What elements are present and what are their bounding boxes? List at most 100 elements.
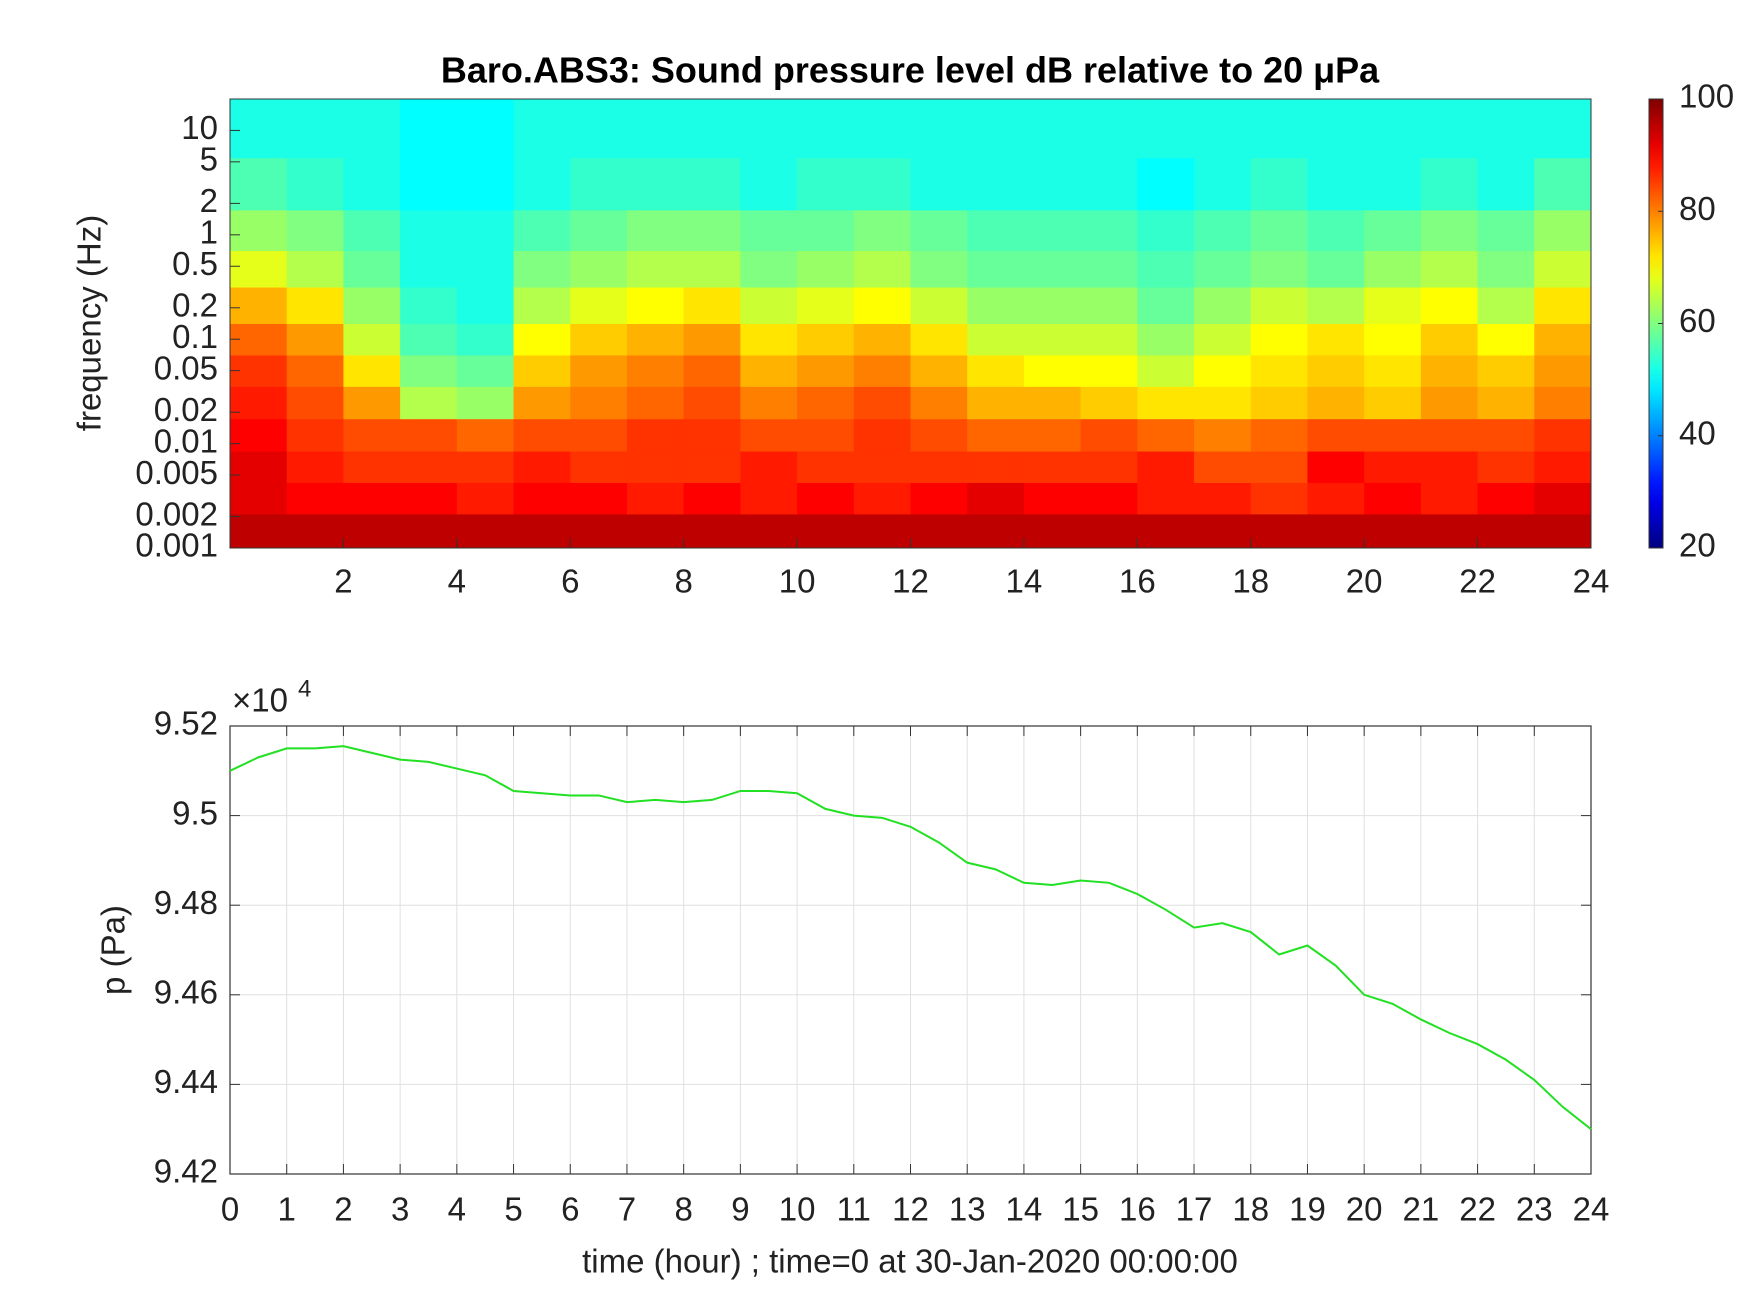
heatmap-cell <box>230 99 288 159</box>
heatmap-cell <box>343 287 401 324</box>
plot-frame <box>229 725 1592 1175</box>
heatmap-cell <box>853 287 911 324</box>
heatmap-cell <box>967 209 1025 252</box>
heatmap-cell <box>1137 354 1195 387</box>
heatmap-cell <box>343 354 401 387</box>
heatmap-cell <box>1137 99 1195 159</box>
heatmap-cell <box>910 287 968 324</box>
heatmap-cell <box>626 323 685 356</box>
heatmap-cell <box>626 99 685 159</box>
heatmap-cell <box>286 287 344 324</box>
heatmap-cell <box>797 209 855 252</box>
heatmap-cell <box>400 482 458 515</box>
heatmap-cell <box>1534 99 1592 159</box>
heatmap-cell <box>740 354 798 387</box>
heatmap-cell <box>570 209 628 252</box>
heatmap-cell <box>853 451 911 483</box>
heatmap-cell <box>1534 323 1592 356</box>
heatmap-cell <box>797 323 855 356</box>
x-tick-label: 6 <box>561 563 579 600</box>
heatmap-cell <box>626 482 685 515</box>
heatmap-cell <box>1080 99 1138 159</box>
y-tick-label: 0.002 <box>135 495 218 532</box>
heatmap-cell <box>967 513 1025 549</box>
heatmap-cell <box>1307 287 1365 324</box>
y-tick-label: 0.005 <box>135 454 218 491</box>
heatmap-cell <box>740 451 798 483</box>
heatmap-cell <box>1023 386 1082 420</box>
heatmap-cell <box>683 418 741 452</box>
heatmap-cell <box>853 513 911 549</box>
heatmap-cell <box>343 482 401 515</box>
heatmap-cell <box>400 287 458 324</box>
x-tick-label: 24 <box>1573 563 1610 600</box>
heatmap-cell <box>1477 482 1535 515</box>
x-tick-label: 12 <box>892 1191 929 1228</box>
heatmap-cell <box>1137 513 1195 549</box>
y-tick-label: 2 <box>200 182 218 219</box>
heatmap-cell <box>967 250 1025 288</box>
heatmap-cell <box>1023 418 1082 452</box>
heatmap-cell <box>570 354 628 387</box>
heatmap-cell <box>740 157 798 211</box>
heatmap-cell <box>1137 209 1195 252</box>
heatmap-cell <box>967 354 1025 387</box>
heatmap-cell <box>626 451 685 483</box>
heatmap-cell <box>1364 513 1422 549</box>
heatmap-cell <box>230 250 288 288</box>
heatmap-cell <box>456 323 515 356</box>
heatmap-cell <box>1080 386 1138 420</box>
heatmap-cell <box>740 386 798 420</box>
y-tick-label: 10 <box>181 109 218 146</box>
heatmap-cell <box>1534 287 1592 324</box>
heatmap-cell <box>570 99 628 159</box>
x-tick-label: 14 <box>1006 563 1043 600</box>
x-tick-label: 18 <box>1232 1191 1269 1228</box>
heatmap-cell <box>1534 386 1592 420</box>
heatmap-cell <box>1194 99 1252 159</box>
heatmap-cell <box>1023 513 1082 549</box>
heatmap-cell <box>456 287 515 324</box>
heatmap-cell <box>1534 418 1592 452</box>
heatmap-cell <box>1307 482 1365 515</box>
heatmap-cell <box>456 451 515 483</box>
heatmap-cell <box>456 386 515 420</box>
heatmap-cell <box>570 157 628 211</box>
y-tick-label: 0.05 <box>154 349 218 386</box>
heatmap-cell <box>230 513 288 549</box>
heatmap-cell <box>797 354 855 387</box>
heatmap-cell <box>343 323 401 356</box>
x-tick-label: 16 <box>1119 1191 1156 1228</box>
heatmap-cell <box>456 513 515 549</box>
heatmap-cell <box>230 287 288 324</box>
x-axis-label: time (hour) ; time=0 at 30-Jan-2020 00:0… <box>582 1243 1238 1280</box>
heatmap-cell <box>1477 418 1535 452</box>
heatmap-cell <box>1477 250 1535 288</box>
heatmap-cell <box>1364 250 1422 288</box>
heatmap-cell <box>1307 386 1365 420</box>
x-tick-label: 3 <box>391 1191 409 1228</box>
heatmap-cell <box>1250 250 1308 288</box>
heatmap-cell <box>1364 99 1422 159</box>
heatmap-cell <box>230 157 288 211</box>
heatmap-cell <box>740 209 798 252</box>
heatmap-cell <box>910 99 968 159</box>
heatmap-cell <box>626 250 685 288</box>
heatmap-cell <box>1250 287 1308 324</box>
heatmap-cell <box>400 513 458 549</box>
heatmap-cell <box>343 157 401 211</box>
heatmap-cell <box>626 157 685 211</box>
heatmap-cell <box>570 323 628 356</box>
heatmap-cell <box>230 386 288 420</box>
heatmap-cell <box>1137 157 1195 211</box>
heatmap-cell <box>343 451 401 483</box>
heatmap-cell <box>740 99 798 159</box>
heatmap-cell <box>343 250 401 288</box>
x-tick-label: 20 <box>1346 1191 1383 1228</box>
heatmap-cell <box>1477 354 1535 387</box>
heatmap-cell <box>967 287 1025 324</box>
x-tick-label: 24 <box>1573 1191 1610 1228</box>
heatmap-cell <box>797 418 855 452</box>
heatmap-cell <box>1137 386 1195 420</box>
heatmap-cell <box>1137 287 1195 324</box>
